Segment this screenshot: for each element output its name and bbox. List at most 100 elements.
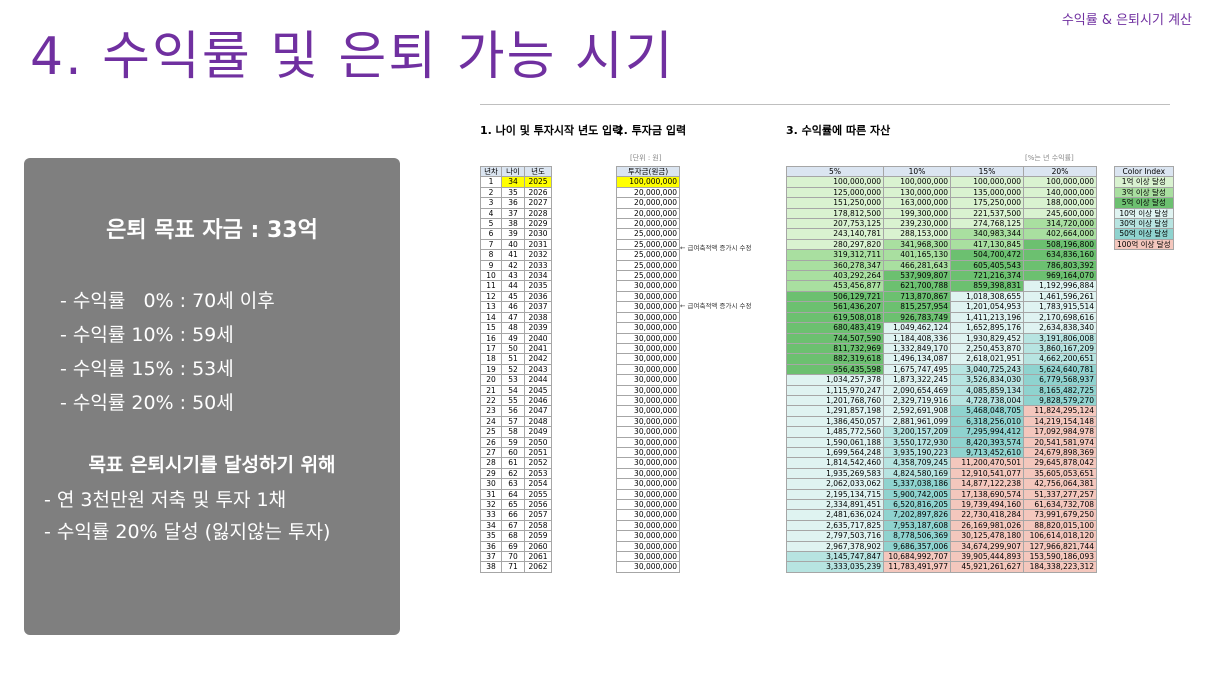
table-cell: 2038: [524, 311, 552, 324]
table-row: 319,312,711 401,165,130 504,700,472 634,836…: [786, 249, 1097, 261]
table-row: 30,000,000: [616, 436, 680, 448]
table-cell: 3,526,834,030: [950, 374, 1024, 386]
table-cell: 17,138,690,574: [950, 488, 1024, 501]
table-cell: 73,991,679,250: [1023, 509, 1097, 521]
table-cell: 2050: [524, 436, 552, 448]
table-cell: 2,481,636,024: [786, 509, 884, 521]
table-row: 13 46 2037: [480, 301, 552, 313]
table-cell: 29: [480, 467, 502, 480]
table-cell: 20: [480, 374, 502, 386]
table-cell: 3,935,190,223: [883, 446, 951, 459]
table-row: 7 40 2031: [480, 238, 552, 251]
color-index-legend: Color Index 1억 이상 달성 3억 이상 달성 5억 이상 달성 10억 …: [1114, 165, 1174, 251]
table-cell: 4,358,709,245: [883, 457, 951, 469]
table-cell: 340,983,344: [950, 228, 1024, 240]
table-cell: 15: [480, 322, 502, 334]
table-cell: 30,000,000: [616, 446, 680, 459]
table-cell: 34: [501, 176, 525, 188]
table-cell: 30,000,000: [616, 384, 680, 396]
table-row: 15 48 2039: [480, 322, 552, 334]
table-cell: 3,333,035,239: [786, 561, 884, 573]
table-cell: 88,820,015,100: [1023, 519, 1097, 532]
table-cell: 680,483,419: [786, 322, 884, 334]
table-row: 25 58 2049: [480, 426, 552, 438]
table-row: 21 54 2045: [480, 384, 552, 396]
table-cell: 2,967,378,902: [786, 540, 884, 553]
table-cell: 1,184,408,336: [883, 332, 951, 344]
table-row: 1,291,857,198 2,592,691,908 5,468,048,705 1…: [786, 405, 1097, 417]
table-cell: 178,812,500: [786, 207, 884, 220]
requirement-item: - 수익률 20% 달성 (잃지않는 투자): [44, 521, 331, 543]
table-row: 30,000,000: [616, 540, 680, 553]
table-cell: 2061: [524, 551, 552, 563]
table-row: 2,195,134,715 5,900,742,005 17,138,690,574…: [786, 488, 1097, 501]
table-cell: 2060: [524, 540, 552, 553]
legend-item: 30억 이상 달성: [1114, 218, 1174, 230]
table-row: 30,000,000: [616, 498, 680, 511]
table-row: 811,732,969 1,332,849,170 2,250,453,870 3,8…: [786, 342, 1097, 355]
table-row: 10 43 2034: [480, 270, 552, 282]
table-cell: 1,485,772,560: [786, 426, 884, 438]
table-cell: 33: [480, 509, 502, 521]
table-row: 27 60 2051: [480, 446, 552, 459]
table-cell: 30,000,000: [616, 540, 680, 553]
table-cell: 61,634,732,708: [1023, 498, 1097, 511]
table-row: 100,000,000: [616, 176, 680, 188]
table-row: 1,699,564,248 3,935,190,223 9,713,452,610 2…: [786, 446, 1097, 459]
table-cell: 22,730,418,284: [950, 509, 1024, 521]
table-cell: 30,125,478,180: [950, 530, 1024, 542]
table-cell: 2046: [524, 394, 552, 407]
table-cell: 2: [480, 186, 502, 199]
table-row: 30,000,000: [616, 322, 680, 334]
table-cell: 28: [480, 457, 502, 469]
table-cell: 2,250,453,870: [950, 342, 1024, 355]
table-cell: 153,590,186,093: [1023, 551, 1097, 563]
table-cell: 2,797,503,716: [786, 530, 884, 542]
table-cell: 30,000,000: [616, 509, 680, 521]
table-row: 30,000,000: [616, 561, 680, 573]
table-row: 619,508,018 926,783,749 1,411,213,196 2,170…: [786, 311, 1097, 324]
unit-left: [단위 : 원]: [630, 154, 662, 162]
table-cell: 54: [501, 384, 525, 396]
table-cell: 41: [501, 249, 525, 261]
table-cell: 20,000,000: [616, 218, 680, 230]
table-row: 18 51 2042: [480, 353, 552, 365]
table-row: 30,000,000: [616, 509, 680, 521]
table-row: 33 66 2057: [480, 509, 552, 521]
table-cell: 100,000,000: [883, 176, 951, 188]
rate-item: - 수익률 10% : 59세: [60, 324, 234, 346]
note: ← 급여축적액 증가시 수정: [680, 244, 752, 252]
table-cell: 32: [480, 498, 502, 511]
table-cell: 1,386,450,057: [786, 415, 884, 428]
table-cell: 3,550,172,930: [883, 436, 951, 448]
table-cell: 45: [501, 290, 525, 303]
table-row: 30,000,000: [616, 342, 680, 355]
table-row: 1,201,768,760 2,329,719,916 4,728,738,004 9…: [786, 394, 1097, 407]
table-cell: 2055: [524, 488, 552, 501]
table-cell: 2025: [524, 176, 552, 188]
table-cell: 2,195,134,715: [786, 488, 884, 501]
table-cell: 1,783,915,514: [1023, 301, 1097, 313]
table-cell: 30,000,000: [616, 363, 680, 376]
table-cell: 969,164,070: [1023, 270, 1097, 282]
table-cell: 45,921,261,627: [950, 561, 1024, 573]
col-header: 15%: [950, 165, 1024, 178]
table-cell: 44: [501, 280, 525, 292]
table-cell: 31: [480, 488, 502, 501]
table-cell: 8: [480, 249, 502, 261]
table-cell: 466,281,643: [883, 259, 951, 272]
table-cell: 2059: [524, 530, 552, 542]
table-cell: 30,000,000: [616, 488, 680, 501]
table-cell: 21: [480, 384, 502, 396]
table-cell: 402,664,000: [1023, 228, 1097, 240]
table-cell: 245,600,000: [1023, 207, 1097, 220]
table-cell: 56: [501, 405, 525, 417]
table-cell: 55: [501, 394, 525, 407]
table-row: 3 36 2027: [480, 197, 552, 209]
table-cell: 9,686,357,006: [883, 540, 951, 553]
table-row: 30,000,000: [616, 478, 680, 490]
table-cell: 11,824,295,124: [1023, 405, 1097, 417]
table-cell: 49: [501, 332, 525, 344]
requirement-item: - 연 3천만원 저축 및 투자 1채: [44, 489, 287, 511]
table-row: 30,000,000: [616, 457, 680, 469]
